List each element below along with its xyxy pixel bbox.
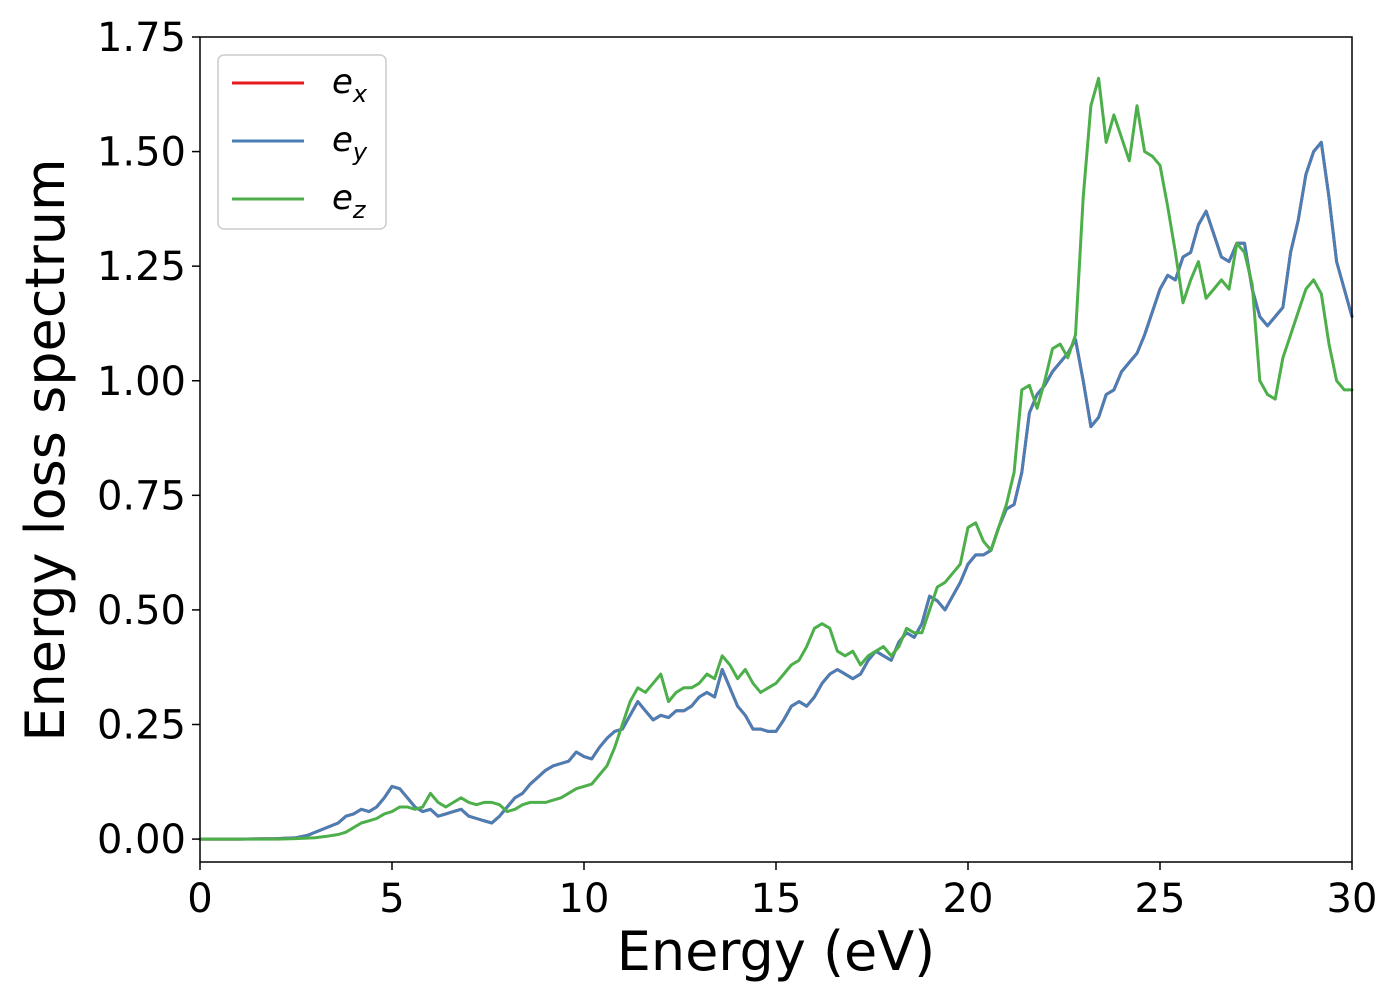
y-tick-label: 1.00 [97,359,186,405]
x-tick-label: 30 [1327,876,1378,922]
y-tick-label: 0.50 [97,588,186,634]
x-tick-label: 5 [379,876,404,922]
x-axis-ticks: 0 5 10 15 20 25 30 [187,862,1377,922]
y-tick-label: 0.25 [97,703,186,749]
series-line-ez [198,76,1354,841]
x-tick-label: 15 [751,876,802,922]
series-layer [198,76,1354,841]
y-tick-label: 0.75 [97,473,186,519]
y-axis-label: Energy loss spectrum [14,158,77,741]
legend-label-ex: ex [332,62,368,108]
series-line-ey [198,140,1354,841]
y-axis-ticks: 0.00 0.25 0.50 0.75 1.00 1.25 1.50 1.75 [97,15,200,863]
y-tick-label: 0.00 [97,817,186,863]
x-tick-label: 20 [943,876,994,922]
x-tick-label: 0 [187,876,212,922]
legend-label-ey: ey [332,120,368,166]
y-tick-label: 1.25 [97,244,186,290]
x-tick-label: 25 [1135,876,1186,922]
y-tick-label: 1.75 [97,15,186,61]
x-axis-label: Energy (eV) [617,920,936,983]
x-tick-label: 10 [559,876,610,922]
y-tick-label: 1.50 [97,130,186,176]
